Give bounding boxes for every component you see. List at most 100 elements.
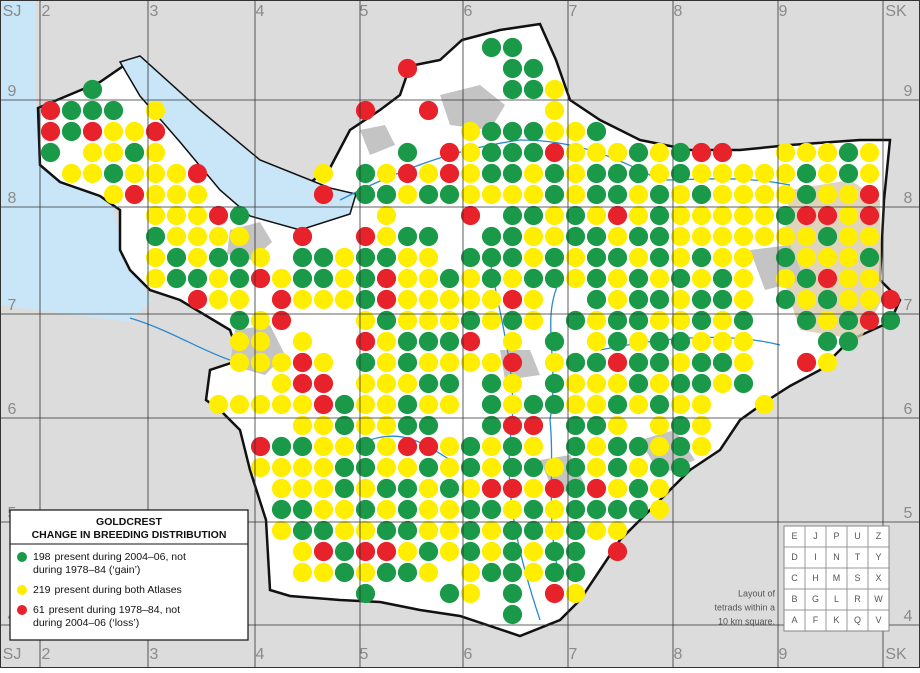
tetrad-dot [397, 562, 418, 583]
grid-label: 7 [8, 297, 17, 314]
tetrad-dot [649, 226, 670, 247]
tetrad-dot [82, 79, 103, 100]
tetrad-dot [229, 205, 250, 226]
tetrad-dot [628, 436, 649, 457]
tetrad-dot [397, 436, 418, 457]
tetrad-dot [418, 457, 439, 478]
tetrad-dot [334, 394, 355, 415]
key-letter: E [791, 531, 797, 541]
legend-count: 61 [33, 604, 45, 616]
tetrad-dot [628, 268, 649, 289]
grid-label: SJ [3, 3, 22, 20]
tetrad-dot [376, 478, 397, 499]
legend-title: GOLDCREST [96, 516, 163, 528]
tetrad-dot [712, 268, 733, 289]
tetrad-dot [817, 184, 838, 205]
tetrad-dot [586, 499, 607, 520]
grid-label: 4 [256, 646, 265, 663]
tetrad-dot [775, 268, 796, 289]
tetrad-dot [502, 541, 523, 562]
tetrad-dot [523, 436, 544, 457]
tetrad-dot [418, 415, 439, 436]
tetrad-dot [502, 373, 523, 394]
tetrad-dot [418, 289, 439, 310]
tetrad-dot [460, 310, 481, 331]
tetrad-dot [817, 268, 838, 289]
tetrad-dot [481, 226, 502, 247]
tetrad-dot [460, 499, 481, 520]
tetrad-dot [334, 436, 355, 457]
tetrad-dot [187, 205, 208, 226]
tetrad-dot [607, 331, 628, 352]
tetrad-dot [586, 226, 607, 247]
key-letter: Y [875, 552, 881, 562]
tetrad-dot [313, 499, 334, 520]
tetrad-dot [229, 310, 250, 331]
tetrad-dot [523, 268, 544, 289]
key-letter: T [855, 552, 861, 562]
tetrad-dot [607, 373, 628, 394]
tetrad-dot [481, 142, 502, 163]
tetrad-dot [271, 520, 292, 541]
tetrad-dot [754, 184, 775, 205]
tetrad-dot [775, 205, 796, 226]
tetrad-dot [649, 373, 670, 394]
tetrad-dot [460, 457, 481, 478]
tetrad-dot [82, 163, 103, 184]
tetrad-dot [376, 268, 397, 289]
tetrad-dot [502, 478, 523, 499]
grid-label: 7 [904, 297, 913, 314]
tetrad-dot [565, 226, 586, 247]
tetrad-dot [817, 331, 838, 352]
tetrad-dot [775, 247, 796, 268]
tetrad-dot [355, 562, 376, 583]
tetrad-dot [565, 415, 586, 436]
tetrad-dot [607, 247, 628, 268]
tetrad-dot [544, 226, 565, 247]
tetrad-dot [40, 121, 61, 142]
tetrad-dot [481, 310, 502, 331]
tetrad-dot [586, 457, 607, 478]
legend-text: present during both Atlases [55, 584, 182, 596]
tetrad-dot [376, 352, 397, 373]
legend-label: during 1978–84 (‘gain’) [33, 564, 140, 576]
tetrad-dot [439, 331, 460, 352]
tetrad-dot [208, 268, 229, 289]
tetrad-dot [187, 226, 208, 247]
tetrad-dot [355, 100, 376, 121]
tetrad-dot [502, 79, 523, 100]
tetrad-dot [103, 121, 124, 142]
tetrad-dot [292, 226, 313, 247]
tetrad-dot [502, 142, 523, 163]
tetrad-dot [145, 184, 166, 205]
tetrad-dot [544, 520, 565, 541]
tetrad-dot [397, 499, 418, 520]
tetrad-dot [481, 352, 502, 373]
tetrad-dot [355, 478, 376, 499]
tetrad-dot [313, 478, 334, 499]
tetrad-dot [376, 205, 397, 226]
tetrad-dot [565, 394, 586, 415]
tetrad-dot [670, 436, 691, 457]
tetrad-dot [523, 142, 544, 163]
tetrad-dot [355, 394, 376, 415]
tetrad-dot [649, 415, 670, 436]
tetrad-dot [565, 520, 586, 541]
tetrad-dot [334, 478, 355, 499]
tetrad-dot [208, 205, 229, 226]
grid-label: 2 [42, 646, 51, 663]
tetrad-dot [250, 247, 271, 268]
tetrad-dot [607, 520, 628, 541]
tetrad-dot [649, 205, 670, 226]
tetrad-dot [544, 142, 565, 163]
legend-label: 198 present during 2004–06, not [33, 551, 186, 563]
tetrad-dot [502, 499, 523, 520]
tetrad-dot [439, 436, 460, 457]
tetrad-dot [523, 541, 544, 562]
grid-label: 9 [8, 83, 17, 100]
tetrad-dot [355, 541, 376, 562]
tetrad-dot [733, 205, 754, 226]
grid-label: 5 [904, 505, 913, 522]
tetrad-dot [607, 457, 628, 478]
tetrad-dot [187, 247, 208, 268]
